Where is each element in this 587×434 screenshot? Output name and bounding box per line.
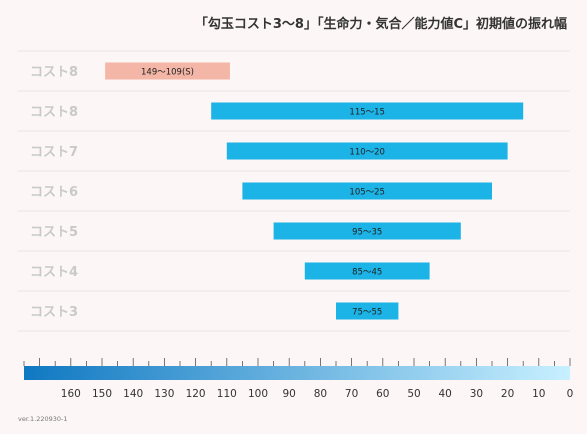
version-label: ver.1.220930-1: [18, 415, 67, 423]
row-label: コスト7: [30, 145, 78, 160]
tick-label: 70: [345, 388, 358, 400]
tick-label: 20: [501, 388, 514, 400]
bar-label: 105〜25: [349, 188, 385, 198]
tick-label: 80: [314, 388, 327, 400]
tick-label: 60: [376, 388, 389, 400]
range-bar: [273, 222, 461, 240]
tick-label: 120: [186, 388, 206, 400]
tick-label: 160: [61, 388, 81, 400]
row-label: コスト8: [30, 65, 78, 80]
row-label: コスト4: [30, 265, 78, 280]
range-bar: [226, 142, 508, 160]
bar-label: 110〜20: [349, 148, 385, 158]
bar-label: 115〜15: [349, 108, 385, 118]
tick-label: 140: [123, 388, 143, 400]
bar-label: 149〜109(S): [141, 68, 194, 78]
tick-label: 130: [154, 388, 174, 400]
row-label: コスト8: [30, 105, 78, 120]
tick-label: 150: [92, 388, 112, 400]
range-bar: [211, 102, 524, 120]
rows-layer: コスト8 149〜109(S) コスト8 115〜15 コスト7 110〜20 コスト6 10…: [18, 50, 570, 332]
chart-title: 「勾玉コスト3〜8」「生命力・気合／能力値C」初期値の振れ幅: [195, 16, 567, 32]
tick-label: 10: [532, 388, 545, 400]
bar-label: 95〜35: [352, 228, 382, 238]
tick-label: 40: [439, 388, 452, 400]
x-axis: 160 150 140 130 120 110 100 90 80 70 60 50 40 30 20 10 0: [23, 358, 574, 400]
tick-label: 50: [407, 388, 420, 400]
row-label: コスト3: [30, 305, 78, 320]
tick-label: 100: [248, 388, 268, 400]
tick-label: 110: [217, 388, 237, 400]
tick-label: 30: [470, 388, 483, 400]
axis-gradient-band: [24, 366, 570, 380]
row-label: コスト6: [30, 185, 78, 200]
bar-label: 75〜55: [352, 308, 382, 318]
tick-label: 0: [567, 388, 574, 400]
range-bar: [304, 262, 430, 280]
range-bar: [242, 182, 492, 200]
range-bar: [336, 302, 399, 320]
range-bar-muted: [105, 62, 230, 80]
row-label: コスト5: [30, 225, 78, 240]
bar-label: 85〜45: [352, 268, 382, 278]
tick-label: 90: [283, 388, 296, 400]
